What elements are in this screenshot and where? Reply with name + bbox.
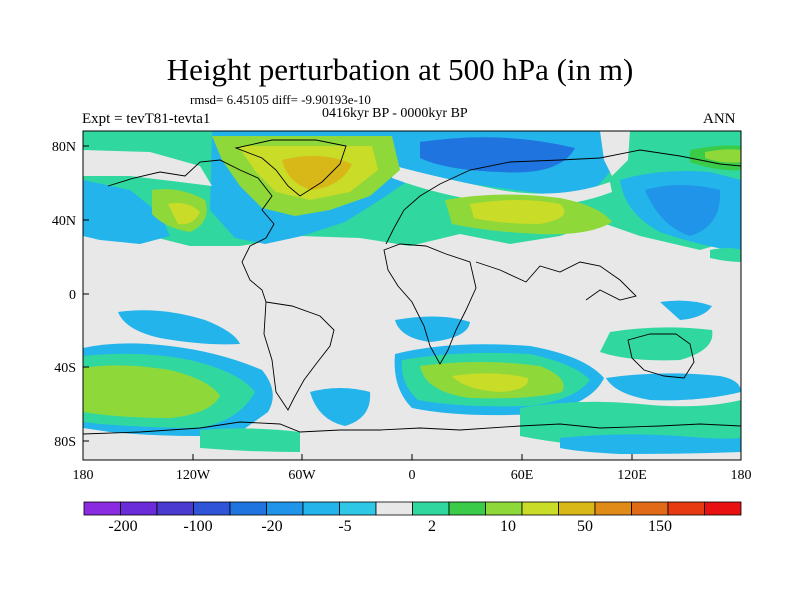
colorbar-swatch — [667, 501, 705, 516]
map-title: Height perturbation at 500 hPa (in m) — [166, 52, 634, 87]
field-trop-blue-ind — [660, 300, 712, 320]
colorbar-swatch — [521, 501, 559, 516]
coast-australia — [627, 333, 695, 379]
lon-label-120w: 120W — [175, 468, 211, 483]
lon-label-60e: 60E — [510, 468, 534, 483]
lat-label-80n: 80N — [51, 140, 76, 155]
axis-ticks — [83, 145, 633, 460]
coast-south-america — [263, 301, 335, 411]
field-trop-green-io — [600, 327, 713, 361]
field-trop-blue-w — [118, 310, 240, 345]
lat-label-80s: 80S — [54, 435, 76, 450]
experiment-label: Expt = tevT81-tevta1 — [82, 111, 211, 127]
coast-antarctica — [83, 421, 741, 435]
colorbar-swatch — [412, 501, 450, 516]
field-nam-yellow — [168, 203, 200, 225]
period-label: 0416kyr BP - 0000kyr BP — [322, 106, 468, 121]
lon-label-180w: 180 — [72, 468, 94, 483]
colorbar-label-4: -5 — [338, 518, 352, 535]
colorbar-swatch — [120, 501, 158, 516]
season-label: ANN — [703, 111, 736, 127]
field-trop-green-n — [710, 248, 741, 262]
field-gap-n1 — [83, 150, 212, 186]
field-south-lower-green — [200, 428, 300, 452]
field-gap-n2 — [392, 166, 612, 207]
colorbar-swatch — [229, 501, 267, 516]
coast-africa — [383, 243, 477, 365]
field-south-io-green — [520, 400, 741, 448]
field-gap-n3 — [600, 131, 630, 176]
field-south-lower-teal — [560, 434, 741, 454]
colorbar-label-1: -200 — [108, 518, 138, 535]
field-pacific-lime — [705, 149, 741, 163]
field-greenland-gold — [282, 155, 352, 190]
colorbar-swatch — [302, 501, 340, 516]
lon-label-0: 0 — [408, 468, 416, 483]
colorbar-swatch — [83, 501, 121, 516]
colorbar-swatch — [448, 501, 486, 516]
colorbar-swatch — [631, 501, 669, 516]
colorbar — [83, 501, 742, 516]
colorbar-swatch — [704, 501, 742, 516]
colorbar-swatch — [156, 501, 194, 516]
colorbar-label-2: -100 — [183, 518, 213, 535]
field-siberia-deepblue — [420, 137, 575, 173]
colorbar-swatch — [193, 501, 231, 516]
colorbar-swatch — [594, 501, 632, 516]
colorbar-label-6: 10 — [500, 518, 516, 535]
colorbar-label-3: -20 — [261, 518, 283, 535]
field-pacific-nw-blue — [83, 180, 170, 244]
field-south-lime-w — [83, 365, 220, 418]
field-layer — [83, 131, 741, 460]
field-europe-yellow — [470, 200, 565, 224]
lat-label-40n: 40N — [51, 214, 76, 229]
lon-label-180e: 180 — [730, 468, 752, 483]
lat-label-40s: 40S — [54, 361, 76, 376]
field-pacific-ne-blue2 — [645, 185, 721, 236]
coastlines — [83, 139, 741, 435]
colorbar-swatch — [558, 501, 596, 516]
stats-line: rmsd= 6.45105 diff= -9.90193e-10 — [190, 92, 371, 107]
field-south-atl-yellow — [452, 373, 529, 392]
coast-greenland — [234, 139, 347, 197]
lon-label-120e: 120E — [617, 468, 647, 483]
colorbar-label-8: 150 — [648, 518, 672, 535]
colorbar-swatch — [266, 501, 304, 516]
colorbar-label-7: 50 — [577, 518, 593, 535]
colorbar-swatch — [375, 501, 413, 516]
coast-asia-south — [475, 261, 637, 301]
coast-north-america — [107, 159, 275, 303]
field-trop-blue-atl — [395, 316, 470, 342]
colorbar-swatch — [339, 501, 377, 516]
coast-eurasia — [385, 149, 741, 245]
lat-label-eq: 0 — [69, 288, 76, 303]
field-south-io-blue — [606, 373, 741, 401]
colorbar-swatch — [485, 501, 523, 516]
lon-label-60w: 60W — [288, 468, 316, 483]
colorbar-label-5: 2 — [428, 518, 436, 535]
field-south-pac-blue — [310, 388, 371, 426]
